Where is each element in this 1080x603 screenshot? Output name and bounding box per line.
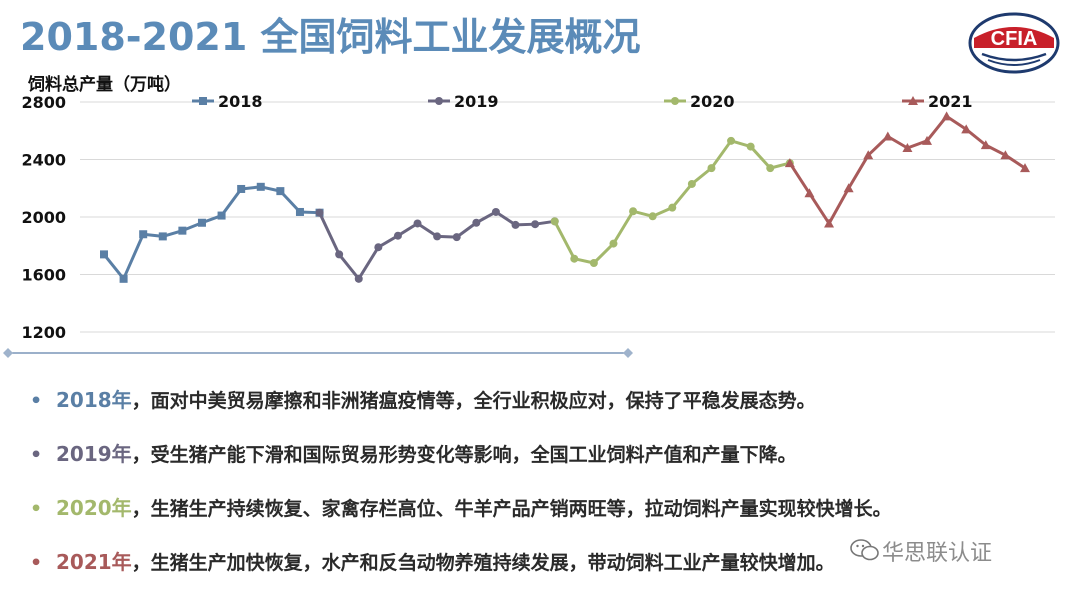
bullet-dot: • (30, 390, 43, 412)
data-point-2019 (531, 220, 540, 229)
logo-text: CFIA (991, 28, 1038, 50)
bullet-dot: • (30, 552, 43, 574)
watermark: 华思联认证 (882, 541, 993, 566)
data-point-2020 (550, 217, 559, 226)
bullet-year: 2020年 (56, 496, 132, 520)
series-line-2021 (788, 114, 1026, 225)
data-point-2021 (804, 188, 815, 198)
data-point-2021 (922, 135, 933, 145)
y-axis-label: 饲料总产量（万吨） (28, 75, 181, 95)
data-point-2019 (452, 233, 461, 242)
series-line-2019 (318, 210, 555, 281)
data-point-2019 (374, 243, 383, 252)
y-tick-label: 2000 (21, 208, 66, 227)
data-point-2019 (393, 231, 402, 240)
y-tick-label: 2800 (21, 93, 66, 112)
bullet-dot: • (30, 444, 43, 466)
data-point-2019 (511, 220, 520, 229)
axis-rule-end (3, 348, 13, 358)
bullet-text: ，生猪生产加快恢复，水产和反刍动物养殖持续发展，带动饲料工业产量较快增加。 (131, 552, 835, 574)
data-point-2020 (668, 203, 677, 212)
y-tick-label: 1600 (21, 266, 66, 285)
data-point-2018 (256, 182, 265, 191)
data-point-2021 (980, 140, 991, 150)
data-point-2018 (139, 230, 148, 239)
bullet-2020: • 2020年，生猪生产持续恢复、家禽存栏高位、牛羊产品产销两旺等，拉动饲料产量实… (30, 490, 1070, 544)
legend-marker (671, 97, 679, 105)
bullet-text: ，受生猪产能下滑和国际贸易形势变化等影响，全国工业饲料产值和产量下降。 (131, 444, 797, 466)
data-point-2021 (1000, 150, 1011, 160)
data-point-2020 (648, 212, 657, 221)
data-point-2021 (824, 218, 835, 228)
data-point-2021 (863, 150, 874, 160)
data-point-2019 (433, 232, 442, 241)
data-point-2020 (570, 254, 579, 263)
line-chart: 1200 1600 2000 2400 2800 2018 2019 2020 2021 (3, 92, 1055, 358)
bullet-text: ，生猪生产持续恢复、家禽存栏高位、牛羊产品产销两旺等，拉动饲料产量实现较快增长。 (131, 498, 892, 520)
legend-label: 2020 (690, 92, 735, 111)
data-point-2021 (902, 143, 913, 152)
y-tick-label: 2400 (21, 151, 66, 170)
data-point-2020 (707, 164, 716, 173)
legend-label: 2021 (928, 92, 973, 111)
wechat-icon (850, 539, 879, 561)
data-point-2021 (843, 183, 854, 193)
data-point-2020 (766, 164, 775, 173)
legend-marker (908, 96, 918, 105)
data-point-2018 (237, 184, 246, 193)
data-point-2021 (1020, 163, 1030, 173)
legend-marker (435, 97, 443, 105)
data-point-2021 (961, 124, 972, 134)
data-point-2018 (178, 226, 187, 235)
data-point-2018 (119, 274, 128, 283)
bullet-2021: • 2021年，生猪生产加快恢复，水产和反刍动物养殖持续发展，带动饲料工业产量较快… (30, 544, 1070, 598)
data-point-2020 (727, 136, 736, 145)
data-point-2019 (315, 208, 324, 217)
bullet-year: 2019年 (56, 442, 132, 466)
data-point-2020 (629, 207, 638, 216)
bullet-2018: • 2018年，面对中美贸易摩擦和非洲猪瘟疫情等，全行业积极应对，保持了平稳发展态… (30, 382, 1070, 436)
data-point-2020 (687, 179, 696, 188)
data-point-2018 (100, 250, 108, 259)
data-point-2021 (941, 111, 952, 121)
data-point-2018 (217, 211, 226, 220)
data-point-2019 (472, 218, 481, 227)
data-point-2019 (413, 219, 422, 228)
data-point-2019 (335, 250, 344, 259)
bullet-text: ，面对中美贸易摩擦和非洲猪瘟疫情等，全行业积极应对，保持了平稳发展态势。 (131, 390, 816, 412)
data-point-2018 (158, 232, 167, 241)
data-point-2021 (882, 131, 893, 141)
bullet-2019: • 2019年，受生猪产能下滑和国际贸易形势变化等影响，全国工业饲料产值和产量下降… (30, 436, 1070, 490)
legend-label: 2019 (454, 92, 499, 111)
page-title: 2018-2021 全国饲料工业发展概况 (20, 15, 641, 59)
y-tick-label: 1200 (21, 323, 66, 342)
bullet-list: • 2018年，面对中美贸易摩擦和非洲猪瘟疫情等，全行业积极应对，保持了平稳发展态… (30, 382, 1070, 598)
data-point-2019 (354, 274, 363, 283)
bullet-dot: • (30, 498, 43, 520)
legend-marker (199, 97, 207, 105)
data-point-2020 (609, 239, 618, 248)
data-point-2018 (276, 187, 285, 196)
axis-rule-end (623, 348, 633, 358)
data-point-2018 (197, 218, 206, 227)
data-point-2020 (746, 142, 755, 151)
series-line-2018 (102, 185, 320, 281)
legend-label: 2018 (218, 92, 263, 111)
bullet-year: 2018年 (56, 388, 132, 412)
data-point-2020 (589, 259, 598, 267)
data-point-2021 (784, 158, 795, 168)
cfia-logo: CFIA (968, 12, 1060, 74)
data-point-2019 (491, 207, 500, 216)
data-point-2018 (295, 207, 304, 216)
bullet-year: 2021年 (56, 550, 132, 574)
